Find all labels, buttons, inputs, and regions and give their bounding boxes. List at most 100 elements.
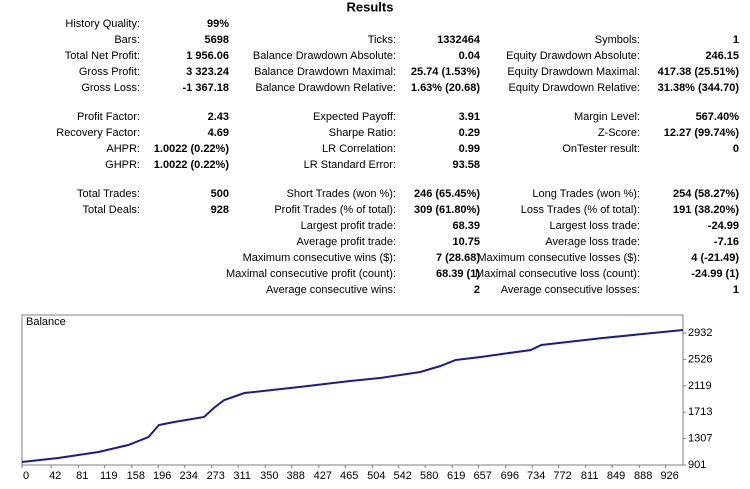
- stat-label: Profit Factor:: [77, 111, 140, 123]
- stat-label: History Quality:: [65, 18, 140, 30]
- x-tick-label: 388: [287, 470, 305, 482]
- stat-value: 4 (-21.49): [691, 252, 739, 264]
- stat-value: 3.91: [459, 111, 480, 123]
- balance-line: [21, 329, 684, 463]
- stat-value: 12.27 (99.74%): [664, 127, 740, 139]
- x-tick-label: 619: [447, 470, 465, 482]
- y-tick-label: 2526: [688, 353, 712, 365]
- stat-value: 417.38 (25.51%): [658, 66, 740, 78]
- x-tick-label: 273: [207, 470, 225, 482]
- stat-label: Largest loss trade:: [550, 220, 641, 232]
- stat-value: 2: [474, 284, 480, 296]
- y-tick-label: 2932: [688, 327, 712, 339]
- stat-label: AHPR:: [106, 143, 140, 155]
- stat-value: -1 367.18: [183, 82, 229, 94]
- stat-value: 1332464: [437, 34, 481, 46]
- stat-value: 3 323.24: [186, 66, 230, 78]
- stat-value: 246.15: [705, 50, 739, 62]
- x-tick-label: 350: [260, 470, 278, 482]
- stat-label: Maximum consecutive losses ($):: [477, 252, 640, 264]
- stat-value: 1: [733, 284, 739, 296]
- stat-value: -7.16: [714, 236, 739, 248]
- stat-label: Equity Drawdown Relative:: [509, 82, 640, 94]
- stat-value: 1: [733, 34, 739, 46]
- stat-value: 68.39 (1): [436, 268, 480, 280]
- stat-value: 7 (28.68): [436, 252, 480, 264]
- stat-value: 500: [211, 188, 229, 200]
- stat-label: LR Correlation:: [322, 143, 396, 155]
- stat-value: 25.74 (1.53%): [411, 66, 480, 78]
- stat-value: 1.0022 (0.22%): [154, 143, 230, 155]
- stat-value: 99%: [207, 18, 229, 30]
- x-tick-label: 119: [100, 470, 118, 482]
- stat-label: GHPR:: [105, 159, 140, 171]
- x-tick-label: 427: [314, 470, 332, 482]
- stat-label: Loss Trades (% of total):: [521, 204, 640, 216]
- y-tick-label: 901: [688, 459, 706, 471]
- stat-label: OnTester result:: [562, 143, 640, 155]
- stat-value: 5698: [205, 34, 229, 46]
- stat-value: 93.58: [452, 159, 480, 171]
- x-tick-label: 234: [179, 470, 197, 482]
- x-tick-label: 81: [76, 470, 88, 482]
- x-tick-label: 888: [634, 470, 652, 482]
- stat-value: 1 956.06: [186, 50, 229, 62]
- stat-label: Bars:: [114, 34, 140, 46]
- x-tick-label: 926: [660, 470, 678, 482]
- stat-label: Average loss trade:: [545, 236, 640, 248]
- stat-value: 928: [211, 204, 229, 216]
- stat-label: Equity Drawdown Maximal:: [507, 66, 640, 78]
- x-tick-label: 465: [340, 470, 358, 482]
- stat-label: Long Trades (won %):: [532, 188, 640, 200]
- stat-value: 2.43: [208, 111, 229, 123]
- x-tick-label: 657: [473, 470, 491, 482]
- x-tick-label: 734: [527, 470, 545, 482]
- stat-label: Total Net Profit:: [65, 50, 140, 62]
- chart-title: Balance: [26, 316, 66, 328]
- stat-label: LR Standard Error:: [304, 159, 396, 171]
- stat-value: 31.38% (344.70): [658, 82, 740, 94]
- stat-label: Profit Trades (% of total):: [274, 204, 396, 216]
- stat-value: 254 (58.27%): [673, 188, 739, 200]
- x-tick-label: 542: [394, 470, 412, 482]
- stat-value: 0.29: [459, 127, 480, 139]
- stat-value: 1.0022 (0.22%): [154, 159, 230, 171]
- stat-label: Sharpe Ratio:: [329, 127, 396, 139]
- stat-value: 191 (38.20%): [673, 204, 739, 216]
- stat-value: 246 (65.45%): [414, 188, 480, 200]
- plot-frame: [21, 314, 684, 466]
- x-tick-label: 696: [501, 470, 519, 482]
- x-tick-label: 311: [233, 470, 251, 482]
- stat-label: Margin Level:: [574, 111, 640, 123]
- y-tick-label: 2119: [688, 380, 712, 392]
- stat-label: Ticks:: [368, 34, 396, 46]
- stat-value: 0: [733, 143, 739, 155]
- x-tick-label: 42: [49, 470, 61, 482]
- stat-value: 567.40%: [696, 111, 740, 123]
- stat-label: Gross Loss:: [81, 82, 140, 94]
- stat-label: Largest profit trade:: [301, 220, 396, 232]
- stat-label: Balance Drawdown Absolute:: [253, 50, 396, 62]
- x-tick-label: 196: [153, 470, 171, 482]
- stat-label: Symbols:: [595, 34, 640, 46]
- stat-label: Average consecutive losses:: [501, 284, 640, 296]
- stat-value: 4.69: [208, 127, 229, 139]
- x-tick-label: 811: [581, 470, 599, 482]
- stat-label: Average profit trade:: [297, 236, 396, 248]
- y-tick-label: 1713: [688, 406, 712, 418]
- stat-label: Gross Profit:: [79, 66, 140, 78]
- stat-label: Balance Drawdown Maximal:: [254, 66, 396, 78]
- stat-label: Maximum consecutive wins ($):: [243, 252, 396, 264]
- stat-label: Expected Payoff:: [313, 111, 396, 123]
- stat-value: -24.99: [708, 220, 739, 232]
- y-tick-label: 1307: [688, 433, 712, 445]
- x-tick-label: 504: [367, 470, 385, 482]
- x-tick-label: 580: [420, 470, 438, 482]
- stat-label: Maximal consecutive loss (count):: [475, 268, 640, 280]
- stat-value: 0.99: [459, 143, 480, 155]
- stat-label: Recovery Factor:: [56, 127, 140, 139]
- stat-value: 1.63% (20.68): [411, 82, 480, 94]
- report-title: Results: [347, 0, 394, 14]
